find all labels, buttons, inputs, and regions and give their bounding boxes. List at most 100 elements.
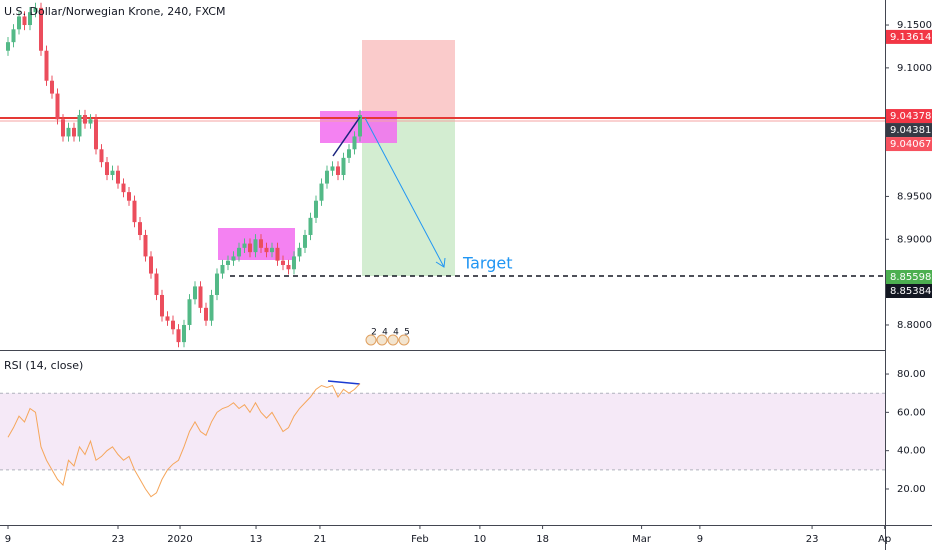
price-label: 9.13614 (890, 32, 931, 43)
candle-body (291, 256, 296, 270)
candle-body (308, 217, 313, 235)
candle-body (264, 247, 269, 253)
price-label-box (886, 109, 932, 124)
candle-body (137, 222, 142, 235)
x-tick-label: Ap (878, 534, 891, 545)
candle-body (170, 320, 175, 330)
rsi-line (7, 383, 361, 498)
price-label: 8.85384 (890, 286, 931, 297)
y-tick-label: 8.95000 (897, 191, 932, 202)
candle-body (352, 136, 357, 150)
y-tick-label: 9.10000 (897, 63, 932, 74)
candle-body (346, 149, 351, 158)
candle-body (143, 234, 148, 257)
x-tick-label: 23 (112, 534, 125, 545)
candle-body (253, 239, 258, 253)
candle-body (60, 119, 65, 137)
candle-body (181, 324, 186, 343)
candle-body (319, 183, 324, 201)
x-tick-label: 21 (314, 534, 327, 545)
candle-body (324, 170, 329, 184)
chart-title: U.S. Dollar/Norwegian Krone, 240, FXCM (4, 5, 225, 18)
rsi-band (0, 393, 885, 470)
event-icon (376, 334, 388, 346)
candle-body (220, 264, 225, 274)
candle-body (225, 260, 230, 265)
candle-body (209, 294, 214, 321)
candle-body (132, 200, 137, 223)
event-label: 4 (382, 328, 388, 338)
candle-body (49, 80, 54, 94)
candle-body (286, 264, 291, 270)
y2-tick-label: 20.00 (897, 484, 926, 495)
price-label: 9.04067 (890, 139, 931, 150)
candle-body (302, 234, 307, 248)
candle-body (275, 247, 280, 261)
candle-body (33, 7, 38, 13)
price-label-box (886, 284, 932, 299)
candle-body (110, 170, 115, 175)
candle-body (5, 42, 10, 51)
candle-body (297, 247, 302, 257)
price-label-box (886, 270, 932, 285)
price-label-box (886, 29, 932, 44)
target-zone (362, 118, 455, 276)
candle-body (258, 239, 263, 248)
candle-body (236, 247, 241, 257)
candle-body (27, 12, 32, 26)
price-label-box (886, 137, 932, 152)
y2-tick-label: 80.00 (897, 369, 926, 380)
candle-body (214, 273, 219, 295)
candle-body (154, 273, 159, 295)
event-icon (398, 334, 410, 346)
candle-body (247, 243, 252, 253)
candle-body (242, 243, 247, 248)
x-tick-label: 23 (806, 534, 819, 545)
target-label: Target (462, 254, 513, 273)
candle-body (77, 115, 82, 137)
price-label: 9.04381 (890, 125, 931, 136)
y-tick-label: 8.80000 (897, 320, 932, 331)
candle-body (93, 119, 98, 150)
trend-line (332, 116, 361, 157)
event-icon (387, 334, 399, 346)
projection-arrow (364, 117, 445, 268)
candle-body (115, 170, 120, 184)
event-label: 5 (404, 328, 410, 338)
candle-body (330, 166, 335, 171)
y2-tick-label: 40.00 (897, 446, 926, 457)
x-tick-label: 9 (5, 534, 11, 545)
candle-body (55, 93, 60, 120)
x-tick-label: Mar (632, 534, 652, 545)
candle-body (44, 50, 49, 81)
x-tick-label: Feb (411, 534, 429, 545)
arrow-head (435, 257, 446, 268)
candle-body (341, 157, 346, 175)
y-tick-label: 9.15000 (897, 20, 932, 31)
price-label-box (886, 123, 932, 138)
candles (5, 2, 362, 348)
candle-body (16, 16, 21, 30)
candle-body (66, 127, 71, 137)
candle-body (335, 166, 340, 175)
candle-body (104, 162, 109, 175)
candle-body (187, 299, 192, 325)
candle-body (82, 115, 87, 124)
candle-body (176, 329, 181, 343)
candle-body (126, 192, 131, 201)
candle-body (71, 127, 76, 137)
candle-body (231, 256, 236, 261)
x-tick-label: 2020 (167, 534, 192, 545)
y2-tick-label: 60.00 (897, 407, 926, 418)
y-tick-label: 8.90000 (897, 234, 932, 245)
candle-body (203, 307, 208, 321)
stop-zone (362, 40, 455, 118)
candle-body (269, 247, 274, 253)
candle-body (357, 115, 362, 137)
candle-body (11, 29, 16, 43)
event-icon (365, 334, 377, 346)
divergence-line (327, 380, 361, 385)
x-tick-label: 10 (474, 534, 487, 545)
candle-body (192, 286, 197, 300)
